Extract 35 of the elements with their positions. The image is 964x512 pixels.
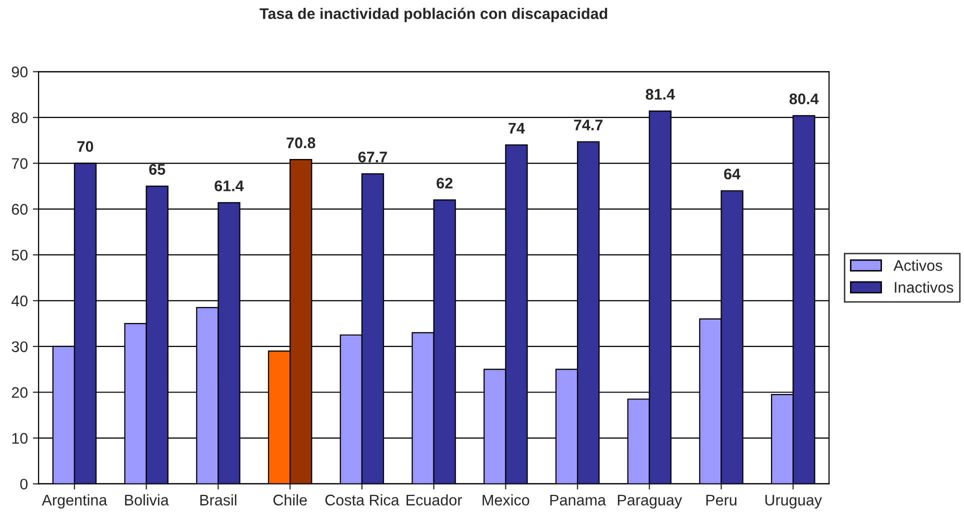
data-label: 70.8 <box>286 137 316 148</box>
y-tick-label: 90 <box>12 66 28 78</box>
data-label: 61.4 <box>214 180 244 192</box>
x-tick-label: Ecuador <box>406 494 462 506</box>
y-tick-label: 80 <box>12 112 28 124</box>
y-tick-label: 10 <box>12 432 28 444</box>
data-label: 62 <box>436 178 452 189</box>
y-tick-label: 30 <box>12 341 28 352</box>
y-tick-label: 0 <box>20 478 28 490</box>
data-label: 70 <box>77 141 94 152</box>
legend-label: Activos <box>894 260 942 271</box>
x-tick-label: Uruguay <box>765 494 822 508</box>
x-tick-label: Peru <box>706 494 736 506</box>
x-tick-label: Bolivia <box>125 494 169 506</box>
data-label: 74.7 <box>574 120 602 130</box>
data-label: 67.7 <box>358 152 387 162</box>
x-tick-label: Paraguay <box>618 494 682 508</box>
x-tick-label: Chile <box>273 494 307 506</box>
y-tick-label: 60 <box>12 204 28 215</box>
y-tick-label: 20 <box>12 387 28 398</box>
x-tick-label: Argentina <box>42 494 108 508</box>
x-tick-label: Brasil <box>200 494 236 506</box>
y-tick-label: 40 <box>12 296 28 306</box>
data-label: 74 <box>508 122 525 134</box>
data-label: 65 <box>149 164 166 175</box>
x-tick-label: Mexico <box>482 494 530 506</box>
x-tick-label: Costa Rica <box>325 494 400 506</box>
data-label: 80.4 <box>790 93 819 104</box>
legend-label: Inactivos <box>894 282 954 293</box>
chart-title: Tasa de inactividad población con discapacidad <box>260 8 608 22</box>
data-label: 81.4 <box>646 88 675 100</box>
data-label: 64 <box>724 168 740 180</box>
x-tick-label: Panama <box>550 494 606 506</box>
y-tick-label: 50 <box>12 250 28 261</box>
y-tick-label: 70 <box>12 158 28 169</box>
